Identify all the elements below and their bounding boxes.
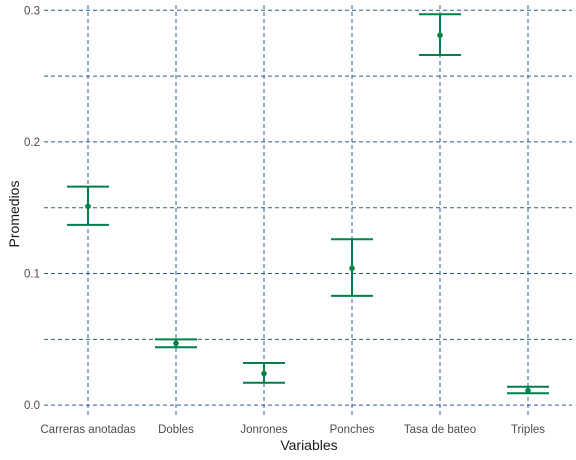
error-bar-group <box>419 13 461 57</box>
y-axis-title: Promedios <box>6 181 22 248</box>
y-tick-label: 0.1 <box>24 269 40 281</box>
error-bar-group <box>507 385 549 395</box>
error-bar-group <box>243 362 285 384</box>
y-tick-label: 0.2 <box>24 137 40 149</box>
y-tick-label: 0.3 <box>24 5 40 17</box>
x-axis-title: Variables <box>280 437 337 453</box>
mean-point <box>261 370 267 377</box>
gridlines <box>44 5 572 417</box>
mean-point <box>173 340 179 347</box>
x-tick-label: Jonrones <box>240 424 288 436</box>
error-bar-group <box>155 338 197 349</box>
mean-point <box>437 32 443 39</box>
error-bar-group <box>331 238 373 297</box>
mean-point <box>525 387 531 394</box>
mean-point <box>349 265 355 272</box>
x-tick-label: Carreras anotadas <box>40 424 135 436</box>
x-tick-label: Ponches <box>330 424 375 436</box>
error-bar-group <box>67 185 109 226</box>
x-tick-label: Dobles <box>158 424 194 436</box>
y-axis-ticks: 0.0 0.1 0.2 0.3 <box>24 5 40 412</box>
x-tick-label: Tasa de bateo <box>404 424 476 436</box>
error-bars <box>67 13 549 395</box>
x-tick-label: Triples <box>511 424 545 436</box>
mean-point <box>85 203 91 210</box>
y-tick-label: 0.0 <box>24 400 40 412</box>
x-axis-ticks: Carreras anotadas Dobles Jonrones Ponches Ta… <box>40 424 545 436</box>
